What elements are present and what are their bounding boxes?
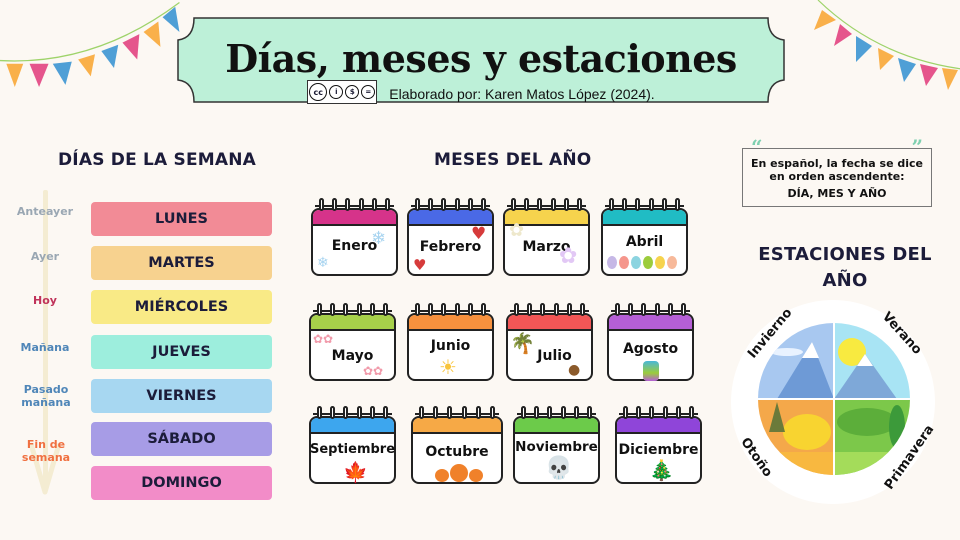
month-card-marzo: Marzo ✿ ✿ [503, 198, 590, 276]
relative-label-fin-de-semana: Fin de semana [21, 438, 71, 464]
coconut-drink-icon: ● [568, 362, 581, 378]
author-credit: Elaborado por: Karen Matos López (2024). [389, 86, 655, 102]
month-label: Enero [331, 238, 378, 254]
nc-icon: $ [345, 85, 360, 99]
christmas-tree-icon: 🎄 [649, 458, 674, 482]
bunting-left-decoration [0, 1, 180, 87]
month-card-abril: Abril [601, 198, 688, 276]
month-card-septiembre: Septiembre 🍁 [309, 406, 396, 484]
date-order-note: “ ” En español, la fecha se dice en orde… [742, 137, 932, 207]
month-card-febrero: Febrero ♥ ♥ [407, 198, 494, 276]
month-label: Abril [625, 234, 664, 250]
day-viernes: VIERNES [91, 379, 272, 413]
day-sabado: SÁBADO [91, 422, 272, 456]
sun-icon: ☀ [439, 355, 457, 379]
seasons-heading: ESTACIONES DEL AÑO [750, 242, 940, 294]
month-label: Mayo [331, 348, 374, 364]
page-title: Días, meses y estaciones [225, 36, 737, 81]
cherry-blossom-icon: ✿✿ [313, 332, 334, 346]
cc-license-badge: cc i $ = [307, 80, 378, 104]
day-domingo: DOMINGO [91, 466, 272, 500]
months-heading: MESES DEL AÑO [434, 150, 592, 170]
month-card-octubre: Octubre [411, 406, 503, 484]
days-heading: DÍAS DE LA SEMANA [58, 150, 257, 170]
relative-label-hoy: Hoy [33, 294, 57, 307]
month-label: Noviembre [515, 439, 598, 455]
timeline-arrow [43, 190, 48, 490]
note-line-2: en orden ascendente: [769, 170, 905, 183]
month-card-enero: Enero ❄ ❄ [311, 198, 398, 276]
month-card-mayo: Mayo ✿✿ ✿✿ [309, 303, 396, 381]
day-miercoles: MIÉRCOLES [91, 290, 272, 324]
snowflake-icon: ❄ [371, 228, 387, 249]
note-line-1: En español, la fecha se dice [751, 157, 923, 170]
month-label: Julio [537, 348, 572, 364]
month-label: Marzo [522, 239, 571, 255]
month-card-noviembre: Noviembre 💀 [513, 406, 600, 484]
month-label: Septiembre [309, 442, 396, 457]
open-quote-icon: “ [751, 135, 763, 159]
by-icon: i [329, 85, 344, 99]
month-label: Febrero [419, 239, 482, 255]
month-label: Diciembre [618, 442, 699, 458]
close-quote-icon: ” [911, 135, 923, 159]
month-label: Octubre [425, 444, 489, 460]
arrow-head-icon [28, 443, 62, 495]
snowflake-icon: ❄ [317, 255, 329, 271]
seasons-heading-line-2: AÑO [822, 270, 868, 291]
day-martes: MARTES [91, 246, 272, 280]
cherry-blossom-icon: ✿✿ [363, 364, 384, 378]
heart-icon: ♥ [471, 224, 487, 244]
nd-icon: = [361, 85, 376, 99]
heart-icon: ♥ [413, 256, 427, 274]
note-line-3: DÍA, MES Y AÑO [787, 187, 887, 200]
cc-icon: cc [309, 83, 328, 101]
relative-label-manana: Mañana [20, 341, 70, 354]
flower-icon: ✿ [559, 244, 578, 269]
relative-label-ayer: Ayer [30, 250, 60, 263]
month-card-junio: Junio ☀ [407, 303, 494, 381]
month-label: Junio [430, 338, 471, 354]
seasons-illustration [758, 323, 910, 475]
day-lunes: LUNES [91, 202, 272, 236]
flower-icon: ✿ [509, 220, 525, 241]
credit-row: cc i $ = Elaborado por: Karen Matos Lópe… [176, 80, 786, 106]
easter-eggs-icon [607, 256, 677, 269]
relative-label-anteayer: Anteayer [16, 205, 74, 218]
title-banner: Días, meses y estaciones cc i $ = Elabor… [176, 16, 786, 104]
palm-tree-icon: 🌴 [510, 331, 535, 355]
backpack-icon [643, 361, 659, 381]
pumpkin-icon [435, 464, 483, 482]
month-card-diciembre: Diciembre 🎄 [615, 406, 702, 484]
month-card-agosto: Agosto [607, 303, 694, 381]
seasons-heading-line-1: ESTACIONES DEL [758, 244, 932, 265]
bunting-right-decoration [814, 0, 960, 90]
month-label: Agosto [622, 341, 679, 357]
maple-leaf-icon: 🍁 [343, 460, 368, 484]
month-card-julio: Julio 🌴 ● [506, 303, 593, 381]
sugar-skull-icon: 💀 [545, 456, 573, 481]
day-jueves: JUEVES [91, 335, 272, 369]
relative-label-pasado-manana: Pasado mañana [21, 383, 71, 409]
